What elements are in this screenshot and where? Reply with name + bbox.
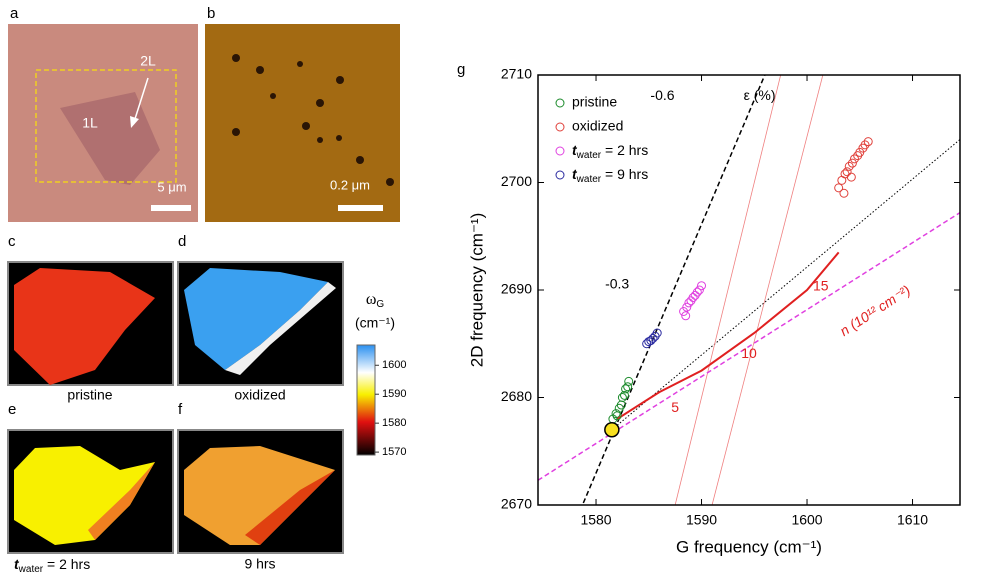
point [840, 189, 848, 197]
annotation: 15 [813, 277, 829, 293]
point [624, 383, 632, 391]
colorbar-tick-label: 1580 [382, 417, 406, 429]
reference-line [580, 75, 765, 510]
annotation: -0.6 [650, 87, 674, 103]
colorbar-tick-label: 1570 [382, 446, 406, 458]
panel-label: a [10, 5, 19, 22]
annotation: 5 [671, 399, 679, 415]
legend-part: water [576, 150, 602, 161]
legend-label: pristine [572, 94, 617, 110]
colorbar [357, 345, 375, 455]
panel-label: b [207, 5, 215, 22]
y-tick-label: 2680 [501, 388, 532, 404]
y-tick-label: 2670 [501, 496, 532, 512]
legend-label: twater = 9 hrs [572, 166, 648, 185]
y-tick-label: 2710 [501, 66, 532, 82]
label-2l: 2L [140, 53, 156, 69]
y-tick-label: 2690 [501, 281, 532, 297]
panel-label: g [457, 61, 465, 78]
legend-label: oxidized [572, 118, 623, 134]
legend-part: water [576, 174, 602, 185]
point [625, 377, 633, 385]
annotation: n (10¹² cm⁻²) [837, 282, 913, 339]
annotation: -0.3 [605, 275, 629, 291]
map-caption: twater = 2 hrs [14, 556, 90, 575]
legend-label: twater = 2 hrs [572, 142, 648, 161]
y-axis-label: 2D frequency (cm⁻¹) [467, 213, 486, 367]
legend-part: = 9 hrs [601, 166, 648, 182]
figure: a 2L 1L 5 μm b 0.2 μm c pristine d oxidi… [0, 0, 981, 576]
label-1l: 1L [82, 115, 98, 131]
legend-marker [556, 147, 564, 155]
map-caption: oxidized [234, 387, 285, 403]
colorbar-title: ωG [366, 291, 385, 310]
y-tick-label: 2700 [501, 173, 532, 189]
x-tick-label: 1600 [791, 512, 822, 528]
panel-label: e [8, 401, 16, 418]
point [847, 173, 855, 181]
legend-marker [556, 171, 564, 179]
x-tick-label: 1580 [580, 512, 611, 528]
map-caption: 9 hrs [244, 556, 275, 572]
annotation: 10 [741, 345, 757, 361]
x-tick-label: 1590 [686, 512, 717, 528]
point [843, 168, 851, 176]
reference-line [675, 75, 781, 505]
legend-marker [556, 99, 564, 107]
afm-image [205, 24, 400, 222]
scale-label: 5 μm [157, 179, 186, 194]
map-caption: pristine [67, 387, 112, 403]
scale-bar [151, 205, 191, 211]
panel-label: f [178, 401, 183, 418]
scale-bar [338, 205, 383, 211]
colorbar-unit: (cm⁻¹) [355, 315, 395, 331]
legend-marker [556, 123, 564, 131]
reference-line [612, 140, 960, 430]
highlight-point [605, 423, 619, 437]
panel-label: c [8, 233, 16, 250]
colorbar-tick-label: 1590 [382, 388, 406, 400]
point [864, 138, 872, 146]
annotation: ε (%) [744, 87, 776, 103]
x-tick-label: 1610 [897, 512, 928, 528]
point [618, 394, 626, 402]
colorbar-tick-label: 1600 [382, 359, 406, 371]
x-axis-label: G frequency (cm⁻¹) [676, 537, 822, 556]
panel-label: d [178, 233, 186, 250]
legend-part: = 2 hrs [601, 142, 648, 158]
scale-label: 0.2 μm [330, 177, 370, 192]
point [845, 162, 853, 170]
